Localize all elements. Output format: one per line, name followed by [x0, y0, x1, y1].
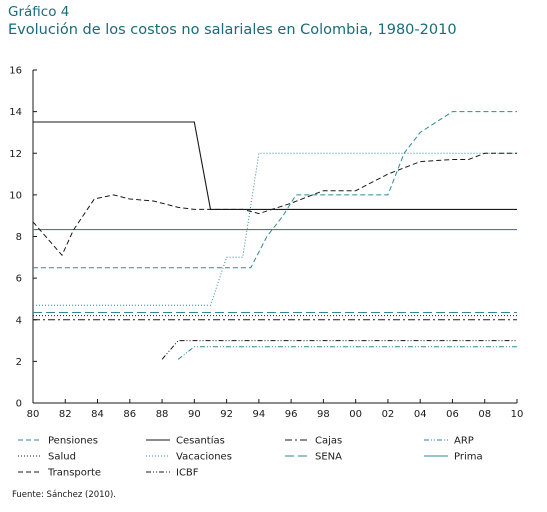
- y-tick-label: 2: [16, 357, 22, 368]
- legend-label-vacaciones: Vacaciones: [176, 452, 232, 463]
- x-tick-label: 82: [59, 409, 72, 420]
- y-tick-label: 4: [16, 315, 22, 326]
- x-tick-label: 06: [446, 409, 459, 420]
- legend-label-salud: Salud: [48, 452, 76, 463]
- y-tick-label: 12: [9, 149, 22, 160]
- y-tick-label: 14: [9, 107, 22, 118]
- legend-label-arp: ARP: [454, 436, 474, 447]
- x-tick-label: 92: [220, 409, 233, 420]
- legend-label-cesantias: Cesantías: [176, 435, 225, 447]
- legend-label-icbf: ICBF: [176, 468, 199, 479]
- series-line-pensiones: [33, 111, 517, 269]
- y-tick-label: 16: [9, 66, 22, 77]
- x-tick-label: 94: [252, 409, 265, 420]
- x-tick-label: 04: [414, 409, 427, 420]
- y-tick-label: 8: [16, 232, 22, 243]
- figure-header: Gráfico 4 Evolución de los costos no sal…: [8, 4, 457, 40]
- chart-title: Evolución de los costos no salariales en…: [8, 22, 457, 38]
- figure-label: Gráfico 4: [8, 4, 70, 20]
- y-tick-label: 6: [16, 274, 22, 285]
- x-tick-label: 80: [27, 409, 40, 420]
- series-line-vacaciones: [33, 152, 517, 306]
- x-tick-label: 10: [511, 409, 524, 420]
- legend-label-transporte: Transporte: [47, 468, 101, 479]
- legend: Pensiones Cesantías Cajas ARP Salud Vacacione…: [18, 435, 483, 479]
- legend-label-pensiones: Pensiones: [48, 436, 98, 447]
- x-tick-label: 02: [382, 409, 395, 420]
- legend-label-cajas: Cajas: [315, 436, 342, 447]
- series-lines: [32, 111, 517, 360]
- series-line-arp: [177, 346, 517, 360]
- x-tick-label: 84: [91, 409, 104, 420]
- legend-label-sena: SENA: [315, 452, 342, 463]
- x-tick-label: 98: [317, 409, 330, 420]
- x-tick-label: 08: [478, 409, 491, 420]
- x-tick-label: 96: [285, 409, 298, 420]
- y-tick-label: 10: [9, 190, 22, 201]
- series-line-icbf: [161, 340, 517, 360]
- x-tick-label: 00: [349, 409, 362, 420]
- series-line-transporte: [32, 152, 517, 257]
- legend-label-prima: Prima: [454, 452, 483, 463]
- series-line-cesantias: [33, 121, 517, 210]
- x-tick-label: 90: [188, 409, 201, 420]
- x-tick-label: 86: [123, 409, 136, 420]
- y-tick-label: 0: [16, 399, 22, 410]
- x-tick-label: 88: [156, 409, 169, 420]
- source-note: Fuente: Sánchez (2010).: [12, 490, 116, 500]
